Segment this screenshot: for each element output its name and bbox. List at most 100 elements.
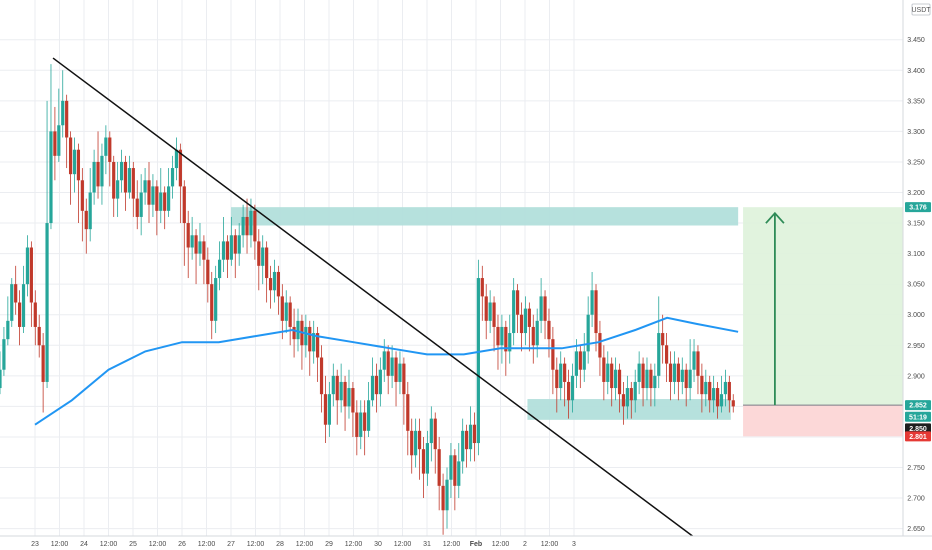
candle [617,363,622,413]
candle-body [645,369,649,389]
price-tick-label: 2.650 [907,526,925,533]
time-tick-label: 23 [31,541,39,548]
candle-body [190,235,194,248]
price-badge [905,423,931,434]
candle [139,174,143,236]
price-tick-label: 3.250 [907,159,925,166]
candle-body [280,296,284,321]
candle-body [88,192,92,230]
candle-body [68,137,73,175]
candle [672,351,677,395]
time-tick-label: 28 [276,541,284,548]
candle-body [214,278,218,321]
candle-body [335,375,339,401]
candle-body [53,131,57,156]
candle [421,436,426,499]
candle-body [249,210,253,236]
candle-body [692,351,696,370]
candle [76,143,81,224]
candle-body [370,375,375,401]
candle-body [723,381,728,395]
candle-body [2,339,6,370]
candle [512,278,516,346]
candle-body [614,369,618,389]
price-tick-label: 2.750 [907,465,925,472]
candle [645,357,649,401]
price-tick-label: 3.050 [907,282,925,289]
candle-body [527,308,531,327]
candle-body [131,168,135,199]
candle [484,284,488,340]
candle-body [551,339,555,370]
candle-body [84,210,88,230]
ma-line [34,316,739,426]
candle [29,241,33,327]
candle-body [351,388,355,413]
candle [178,143,182,224]
candle [202,235,206,285]
candle-body [515,290,520,315]
candle [351,381,355,437]
candle-body [366,400,371,431]
currency-label: USDT [911,3,931,16]
candle [112,155,116,217]
candle-body [566,381,571,401]
candle [147,161,151,224]
candle-body [316,333,320,358]
candle [559,351,563,401]
candle [535,308,539,358]
candle-body [441,485,445,511]
candle-body [700,375,704,395]
candle-body [139,192,143,217]
descending-trendline[interactable] [52,57,712,550]
time-tick-label: 12:00 [541,541,559,548]
candle [445,467,449,529]
candle-body [100,155,104,187]
candle-body [402,363,406,395]
candle-body [123,161,128,193]
candle [461,418,465,474]
candle [88,168,92,242]
candle-body [657,333,661,376]
candle [488,290,492,334]
candle [649,363,653,407]
candle [253,204,257,260]
candle-body [417,430,422,450]
candle [515,284,520,334]
candle-body [563,363,567,382]
candle-body [457,461,461,486]
candle [14,265,18,315]
candle [370,357,375,407]
candle-body [555,369,559,389]
time-tick-label: 12:00 [492,541,510,548]
price-tick-label: 3.000 [907,312,925,319]
candle [590,271,594,327]
candle-body [265,247,269,279]
candle-body [135,198,139,217]
candle-body [390,357,394,376]
target-arrow[interactable] [765,211,785,406]
candle-body [96,161,100,187]
candle [221,216,226,272]
price-badge [905,411,931,422]
candle [104,125,108,175]
candle-body [343,381,347,407]
candle-body [661,333,665,346]
candle-body [688,369,692,389]
candle [496,314,500,370]
candle-body [696,351,700,376]
arrow-head[interactable] [765,211,785,224]
candle-body [355,412,359,437]
candle [700,363,704,413]
candle [261,235,265,285]
candle-body [398,363,402,382]
time-tick-label: Feb [470,541,482,548]
time-tick-label: 12:00 [296,541,314,548]
trendline[interactable] [52,57,712,550]
candle-body [225,241,230,260]
candle [555,357,559,413]
candle-body [359,412,363,437]
candle [453,449,457,511]
